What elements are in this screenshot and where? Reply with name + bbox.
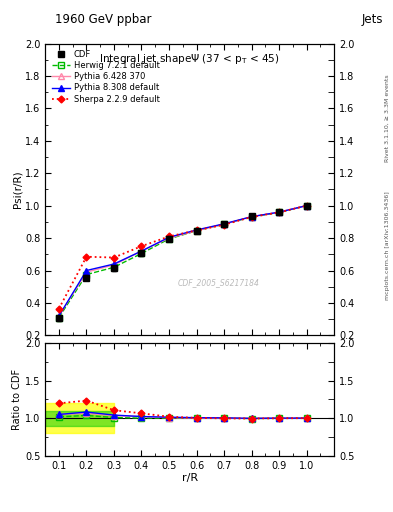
Text: CDF_2005_S6217184: CDF_2005_S6217184 — [178, 279, 259, 287]
Legend: CDF, Herwig 7.2.1 default, Pythia 6.428 370, Pythia 8.308 default, Sherpa 2.2.9 : CDF, Herwig 7.2.1 default, Pythia 6.428 … — [50, 48, 162, 106]
Text: Rivet 3.1.10, ≥ 3.3M events: Rivet 3.1.10, ≥ 3.3M events — [385, 74, 390, 162]
Y-axis label: Psi(r/R): Psi(r/R) — [12, 170, 22, 208]
X-axis label: r/R: r/R — [182, 473, 198, 483]
Text: Integral jet shape$\Psi$ (37 < p$_\mathregular{T}$ < 45): Integral jet shape$\Psi$ (37 < p$_\mathr… — [99, 52, 280, 66]
Y-axis label: Ratio to CDF: Ratio to CDF — [12, 369, 22, 430]
Text: 1960 GeV ppbar: 1960 GeV ppbar — [55, 13, 152, 26]
Text: Jets: Jets — [362, 13, 383, 26]
Text: mcplots.cern.ch [arXiv:1306.3436]: mcplots.cern.ch [arXiv:1306.3436] — [385, 191, 390, 300]
